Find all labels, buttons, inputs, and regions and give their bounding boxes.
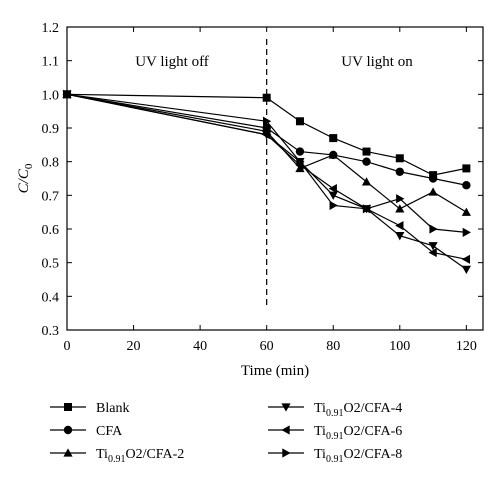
data-point	[462, 181, 471, 190]
data-point	[461, 254, 471, 264]
y-tick-label: 0.7	[42, 189, 60, 204]
legend-marker	[281, 425, 290, 435]
series-line	[66, 93, 467, 213]
data-point	[428, 247, 437, 258]
data-point	[428, 242, 438, 251]
data-point	[395, 232, 405, 241]
legend-item: Ti0.91O2/CFA-4	[268, 401, 402, 419]
data-point	[262, 93, 271, 102]
x-tick-label: 80	[326, 339, 340, 354]
y-tick-label: 0.4	[42, 290, 60, 305]
data-point	[361, 177, 372, 186]
series-line	[66, 93, 467, 260]
data-point	[362, 157, 371, 166]
x-tick-label: 20	[127, 339, 141, 354]
y-tick-label: 1.2	[42, 21, 60, 36]
data-point	[362, 204, 372, 214]
x-tick-label: 40	[193, 339, 207, 354]
series-line	[66, 93, 467, 176]
x-tick-label: 0	[64, 339, 71, 354]
data-point	[295, 117, 304, 126]
data-point	[362, 147, 371, 156]
data-point	[396, 194, 405, 204]
legend-marker	[282, 448, 291, 458]
data-point	[428, 187, 438, 196]
annotation-uv-on: UV light on	[341, 54, 413, 70]
legend-item: Ti0.91O2/CFA-6	[268, 424, 402, 442]
data-point	[395, 204, 405, 213]
legend-marker	[63, 448, 73, 457]
x-tick-label: 100	[389, 339, 410, 354]
data-point	[263, 116, 272, 126]
legend-label: Ti0.91O2/CFA-8	[314, 447, 402, 465]
series-line	[66, 93, 467, 233]
legend-label: CFA	[96, 424, 123, 439]
data-point	[461, 207, 471, 216]
y-axis-title: C/C0	[16, 163, 35, 193]
y-tick-label: 1.1	[42, 55, 60, 70]
data-point	[329, 200, 338, 211]
data-point	[395, 154, 404, 163]
series-line	[66, 93, 467, 186]
legend-item: CFA	[50, 424, 123, 439]
data-point	[429, 224, 438, 234]
legend-label: Ti0.91O2/CFA-6	[314, 424, 402, 442]
data-point	[462, 164, 471, 173]
legend-item: Ti0.91O2/CFA-2	[50, 447, 184, 465]
y-tick-label: 0.9	[42, 122, 60, 137]
legend-marker	[64, 403, 72, 411]
data-point	[295, 147, 305, 156]
y-tick-label: 0.6	[42, 223, 60, 238]
data-point	[328, 150, 338, 159]
data-point	[462, 227, 471, 237]
y-tick-label: 0.5	[42, 257, 60, 272]
data-point	[395, 221, 404, 231]
series-6	[63, 89, 471, 237]
legend: Blank CFA Ti0.91O2/CFA-2 Ti0.91O2/CFA-4 Ti0.…	[50, 401, 402, 465]
series-2	[62, 90, 471, 190]
y-tick-label: 1.0	[42, 88, 60, 103]
legend-item: Blank	[50, 401, 129, 416]
axes: 0 20 40 60 80 100 120 0.3 0.4 0.5 0.6 0.7 0.8 0.9 1.0 1…	[16, 21, 484, 379]
data-point	[262, 130, 271, 140]
x-tick-label: 60	[260, 339, 274, 354]
x-axis-title: Time (min)	[241, 363, 309, 379]
data-point	[329, 134, 338, 143]
series-5	[62, 89, 471, 264]
annotation-uv-off: UV light off	[135, 54, 209, 70]
plot-area: UV light off UV light on	[62, 39, 471, 308]
data-point	[395, 167, 404, 176]
x-tick-label: 120	[456, 339, 477, 354]
legend-label: Ti0.91O2/CFA-2	[96, 447, 184, 465]
plot-frame	[66, 26, 484, 331]
y-tick-label: 0.8	[42, 156, 60, 171]
legend-item: Ti0.91O2/CFA-8	[268, 447, 402, 465]
legend-marker	[281, 403, 291, 412]
legend-marker	[63, 425, 73, 435]
data-point	[461, 265, 471, 274]
legend-label: Ti0.91O2/CFA-4	[314, 401, 402, 419]
data-point	[428, 174, 438, 183]
data-point	[295, 163, 305, 173]
data-point	[328, 191, 338, 200]
y-tick-label: 0.3	[42, 324, 60, 339]
data-point	[328, 184, 337, 194]
data-point	[296, 157, 305, 167]
legend-label: Blank	[96, 401, 129, 416]
